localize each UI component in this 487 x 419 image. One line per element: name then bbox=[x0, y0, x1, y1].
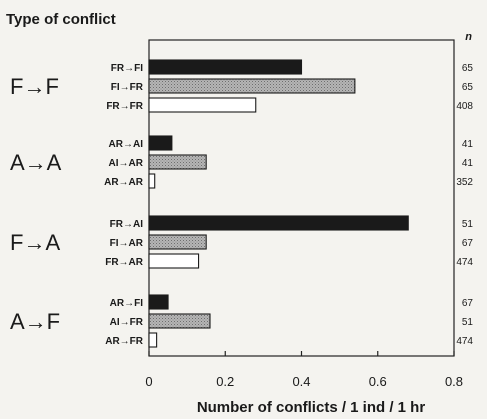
bar-label: AR→AI bbox=[109, 139, 144, 150]
x-tick-label: 0.2 bbox=[216, 374, 234, 389]
n-value: 352 bbox=[456, 177, 473, 188]
group-label: A→F bbox=[10, 309, 60, 334]
bar-label: AI→FR bbox=[110, 317, 144, 328]
bar-label: FI→FR bbox=[111, 82, 144, 93]
bar-label: FI→AR bbox=[110, 238, 144, 249]
n-value: 51 bbox=[462, 317, 474, 328]
x-tick-label: 0.6 bbox=[369, 374, 387, 389]
bar bbox=[148, 59, 303, 75]
bar bbox=[148, 173, 156, 189]
n-value: 474 bbox=[456, 257, 473, 268]
n-value: 67 bbox=[462, 238, 474, 249]
group-label: A→A bbox=[10, 150, 62, 175]
bar-label: FR→AR bbox=[105, 257, 144, 268]
bar bbox=[148, 253, 200, 269]
chart-title: Type of conflict bbox=[6, 11, 116, 28]
bar bbox=[148, 234, 207, 250]
bar bbox=[148, 135, 173, 151]
bar bbox=[148, 97, 257, 113]
group-label: F→A bbox=[10, 230, 60, 255]
n-value: 41 bbox=[462, 139, 474, 150]
n-value: 67 bbox=[462, 298, 474, 309]
n-header: n bbox=[465, 31, 472, 43]
bar bbox=[148, 78, 356, 94]
n-value: 65 bbox=[462, 63, 474, 74]
bar bbox=[148, 154, 207, 170]
n-value: 41 bbox=[462, 158, 474, 169]
x-tick-label: 0 bbox=[145, 374, 152, 389]
bar-label: FR→AI bbox=[110, 219, 144, 230]
bar-label: AR→FI bbox=[110, 298, 144, 309]
bar-label: AR→FR bbox=[105, 336, 144, 347]
bar bbox=[148, 313, 211, 329]
bar bbox=[148, 332, 158, 348]
n-value: 51 bbox=[462, 219, 474, 230]
n-value: 65 bbox=[462, 82, 474, 93]
n-value: 474 bbox=[456, 336, 473, 347]
bar-label: AR→AR bbox=[104, 177, 144, 188]
bar-label: AI→AR bbox=[109, 158, 144, 169]
x-tick-label: 0.4 bbox=[292, 374, 310, 389]
n-value: 408 bbox=[456, 101, 473, 112]
x-axis-label: Number of conflicts / 1 ind / 1 hr bbox=[197, 399, 426, 416]
x-tick-label: 0.8 bbox=[445, 374, 463, 389]
bar-label: FR→FR bbox=[106, 101, 143, 112]
group-label: F→F bbox=[10, 74, 59, 99]
bar bbox=[148, 215, 409, 231]
bar-label: FR→FI bbox=[111, 63, 143, 74]
bar bbox=[148, 294, 169, 310]
